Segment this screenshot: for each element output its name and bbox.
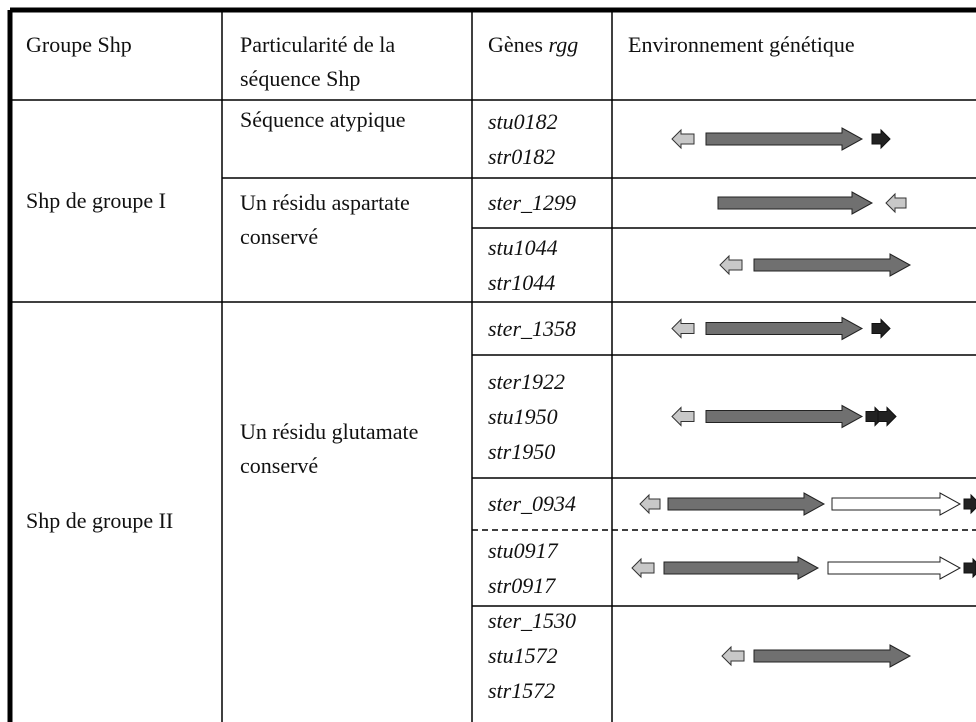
gene-arrow <box>963 557 976 579</box>
cell-text: str0917 <box>488 572 556 598</box>
gene-arrow <box>631 557 655 579</box>
cell-text: Un résidu glutamate <box>240 419 419 444</box>
cell-text: ster_0934 <box>488 491 576 516</box>
cell-text: conservé <box>240 453 319 478</box>
cell-text: ster_1299 <box>488 190 576 215</box>
gene-arrow <box>827 556 962 580</box>
cell-text: stu1950 <box>488 403 558 429</box>
gene-arrow <box>885 192 907 214</box>
cell-text: str1044 <box>488 269 556 295</box>
gene-arrow <box>705 316 864 341</box>
cell-text: Shp de groupe II <box>26 508 174 533</box>
gene-arrow <box>871 128 891 150</box>
gene-arrow <box>667 492 826 516</box>
header-cell: Particularité de la <box>240 32 396 57</box>
cell-text: ster_1530 <box>488 608 576 633</box>
header-text: Gènes <box>488 32 543 57</box>
gene-arrow <box>705 404 864 429</box>
header-cell: Environnement génétique <box>628 32 855 57</box>
header-cell: séquence Shp <box>240 66 361 91</box>
cell-text: Séquence atypique <box>240 107 406 132</box>
gene-arrow <box>753 644 912 668</box>
gene-arrow <box>705 127 864 151</box>
header-text: rgg <box>548 32 579 57</box>
cell-text: Shp de groupe I <box>26 188 166 213</box>
cell-text: stu1572 <box>488 643 558 668</box>
cell-text: str1572 <box>488 678 556 703</box>
header-cell: Groupe Shp <box>26 32 132 57</box>
cell-text: str1950 <box>488 438 556 464</box>
gene-arrow <box>671 318 695 339</box>
cell-text: stu0182 <box>488 108 558 134</box>
cell-text: stu0917 <box>488 537 558 563</box>
cell-text: ster1922 <box>488 368 565 394</box>
gene-arrow <box>671 406 695 427</box>
gene-arrow <box>871 318 891 339</box>
cell-text: str0182 <box>488 143 556 169</box>
gene-arrow <box>877 406 897 427</box>
gene-arrow <box>831 492 962 516</box>
cell-text: conservé <box>240 224 319 249</box>
gene-arrow <box>671 128 695 150</box>
cell-text: stu1044 <box>488 234 558 260</box>
gene-arrow <box>719 254 743 276</box>
gene-arrow <box>963 493 976 515</box>
gene-arrow <box>639 493 661 515</box>
gene-arrow <box>717 191 874 215</box>
gene-arrow <box>753 253 912 277</box>
cell-text: ster_1358 <box>488 315 576 341</box>
gene-arrow <box>663 556 820 580</box>
gene-arrow <box>721 645 745 667</box>
cell-text: Un résidu aspartate <box>240 190 410 215</box>
header-cell: Gènes rgg <box>488 32 578 58</box>
